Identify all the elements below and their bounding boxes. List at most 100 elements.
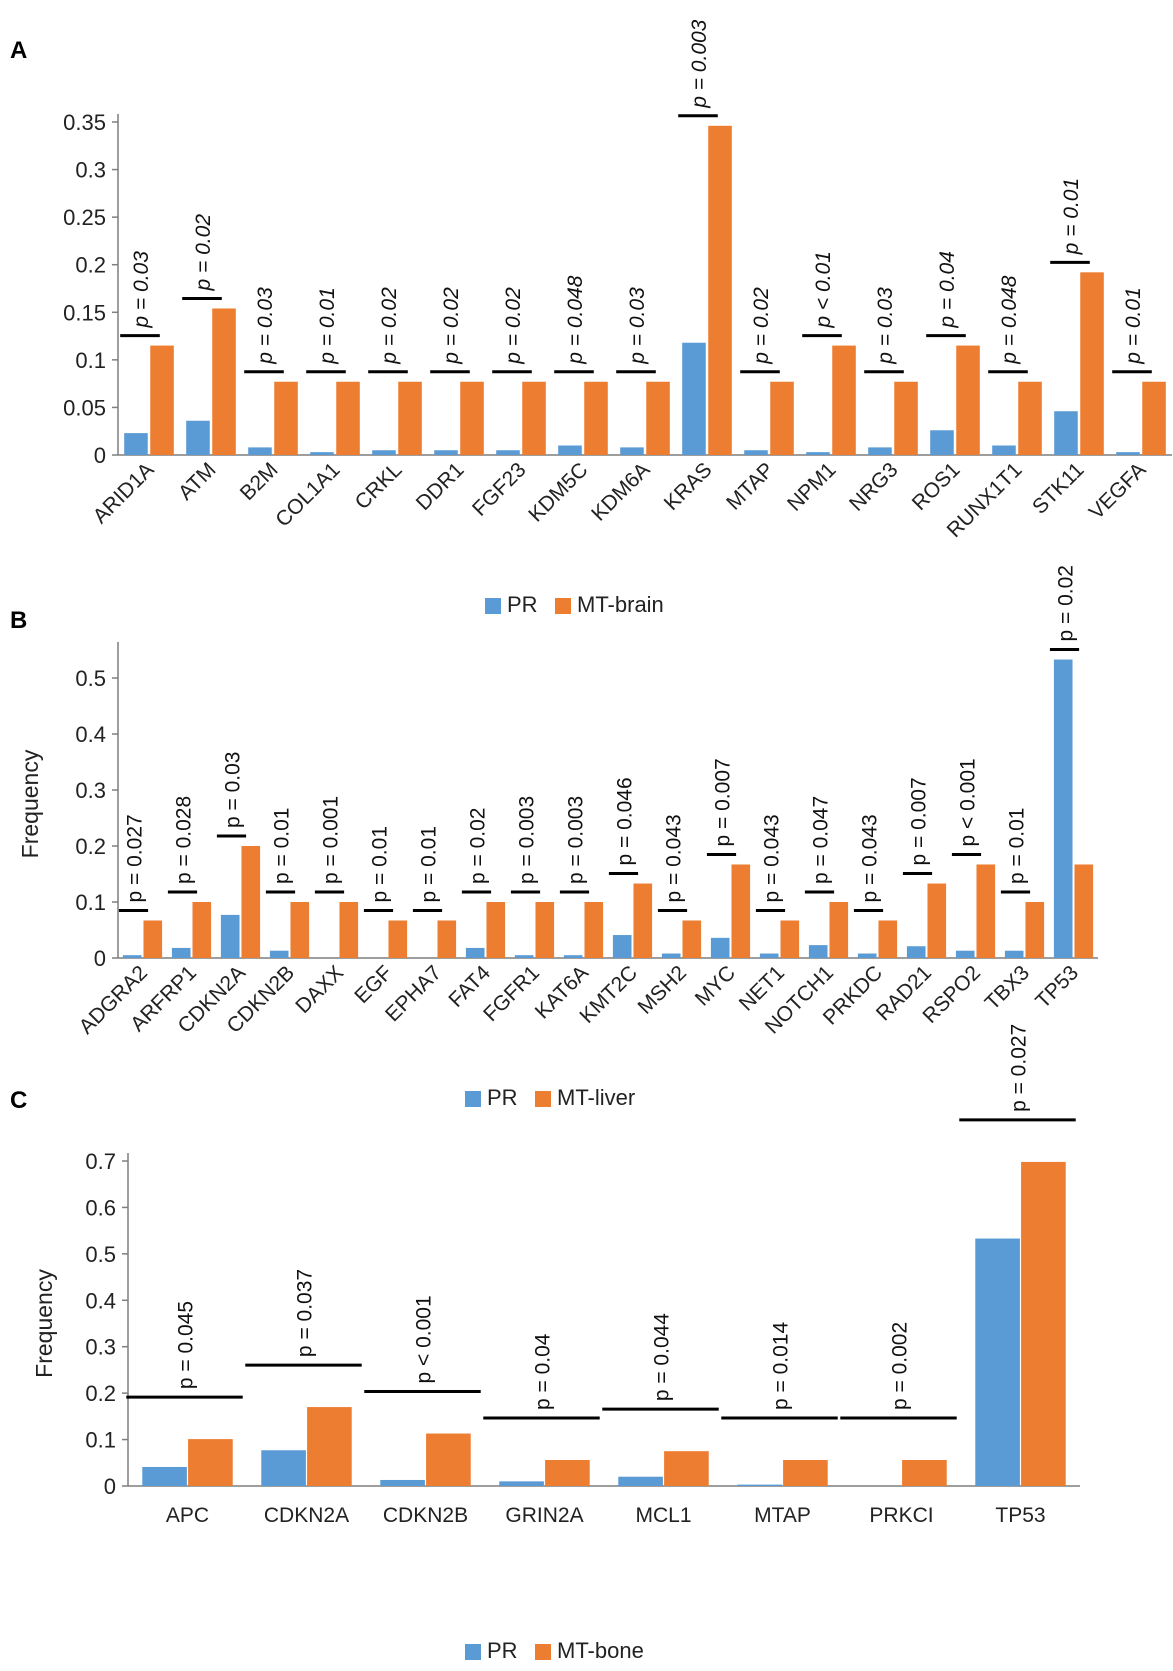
p-value-label: p = 0.04 [532,1333,555,1410]
legend: PR MT-liver [465,1085,635,1110]
x-tick-label: ATM [174,458,221,505]
bar-pr-tp53 [975,1238,1020,1486]
x-tick-label: NPM1 [783,458,841,516]
y-tick-label: 0.35 [63,110,106,135]
bar-pr-cdkn2b [269,950,289,958]
bar-mt-adgra2 [143,920,163,958]
bar-pr-atm [186,420,210,455]
x-tick-label: B2M [236,458,283,505]
bar-mt-ddr1 [460,381,484,455]
bar-mt-epha7 [437,920,457,958]
bar-mt-tp53 [1074,864,1094,958]
bar-mt-apc [188,1439,233,1486]
legend-swatch [465,1091,481,1107]
p-value-label: p = 0.01 [1006,808,1029,884]
x-tick-label: MTAP [754,1504,811,1527]
bar-mt-cdkn2a [307,1407,352,1486]
x-tick-label: TP53 [1031,961,1083,1013]
p-value-label: p = 0.02 [467,808,490,884]
p-value-label: p = 0.048 [564,275,587,364]
p-value-label: p = 0.01 [271,808,294,884]
x-tick-label: EPHA7 [381,961,446,1026]
bar-mt-cdkn2b [426,1433,471,1486]
legend: PR MT-brain [485,592,664,617]
x-tick-label: MCL1 [635,1504,691,1527]
bar-pr-apc [142,1466,187,1486]
panel-label: B [10,607,27,634]
legend-swatch [465,1644,481,1660]
bar-mt-grin2a [545,1460,590,1486]
p-value-label: p = 0.02 [502,287,525,365]
bar-mt-prkci [902,1460,947,1486]
bar-pr-arfrp1 [171,947,191,958]
bar-pr-kras [682,342,706,455]
x-tick-label: STK11 [1028,458,1089,519]
y-tick-label: 0.2 [75,253,106,278]
bar-pr-msh2 [661,953,681,958]
y-tick-label: 0.4 [75,722,106,747]
y-tick-label: 0.3 [85,1335,116,1360]
x-tick-label: DDR1 [412,458,469,515]
bar-pr-cdkn2a [220,914,240,958]
p-value-label: p = 0.002 [889,1322,912,1410]
bar-mt-arid1a [150,345,174,455]
p-value-label: p = 0.046 [614,777,637,865]
y-tick-label: 0.2 [75,834,106,859]
bar-mt-atm [212,308,236,455]
p-value-label: p = 0.003 [516,796,539,884]
p-value-label: p = 0.027 [1008,1024,1031,1112]
x-tick-label: MSH2 [634,961,692,1019]
p-value-label: p = 0.03 [222,752,245,828]
x-tick-label: PRKCI [869,1504,933,1527]
bar-mt-npm1 [832,345,856,455]
bar-mt-fgf23 [522,381,546,455]
y-tick-label: 0.3 [75,158,106,183]
p-value-label: p = 0.01 [1060,178,1083,255]
p-value-label: p = 0.03 [130,251,153,329]
p-value-label: p = 0.003 [688,19,711,108]
bar-pr-ddr1 [434,450,458,455]
p-value-label: p = 0.02 [192,214,215,292]
bar-mt-crkl [398,381,422,455]
p-value-label: p = 0.01 [418,826,441,902]
p-value-label: p < 0.01 [812,251,835,328]
bar-mt-kras [708,125,732,455]
bar-mt-tp53 [1021,1161,1066,1486]
p-value-label: p = 0.043 [859,814,882,902]
bar-pr-tbx3 [1004,950,1024,958]
p-value-label: p = 0.01 [1122,287,1145,364]
bar-pr-stk11 [1054,411,1078,455]
legend-label: MT-bone [557,1638,644,1663]
bar-mt-fat4 [486,902,506,958]
bar-mt-cdkn2a [241,846,261,958]
bar-mt-kdm6a [646,381,670,455]
p-value-label: p = 0.048 [998,275,1021,364]
p-value-label: p = 0.01 [369,826,392,902]
x-tick-label: ROS1 [908,458,965,515]
bar-mt-kdm5c [584,381,608,455]
bar-mt-b2m [274,381,298,455]
x-tick-label: APC [166,1504,209,1527]
p-value-label: p < 0.001 [413,1295,436,1383]
bar-mt-vegfa [1142,381,1166,455]
bar-mt-fgfr1 [535,902,555,958]
x-tick-label: FGF23 [468,458,530,520]
x-tick-label: COL1A1 [271,458,344,531]
chart-panel-a: A 0 0.05 0.1 0.15 0.2 0.25 0.3 0.35 p = 0.03 ARID1… [10,19,1172,617]
legend-swatch [535,1644,551,1660]
p-value-label: p < 0.001 [957,758,980,846]
y-tick-label: 0.25 [63,205,106,230]
bar-mt-stk11 [1080,272,1104,455]
bar-pr-b2m [248,447,272,455]
bar-mt-kmt2c [633,883,653,958]
p-value-label: p = 0.02 [378,287,401,365]
x-tick-label: CDKN2B [383,1504,468,1527]
bar-mt-mtap [770,381,794,455]
bar-pr-arid1a [124,433,148,455]
x-tick-label: CRKL [351,458,407,514]
legend-label: PR [487,1638,518,1663]
bar-mt-arfrp1 [192,902,212,958]
p-value-label: p = 0.027 [124,814,147,902]
bar-pr-prkdc [857,953,877,958]
